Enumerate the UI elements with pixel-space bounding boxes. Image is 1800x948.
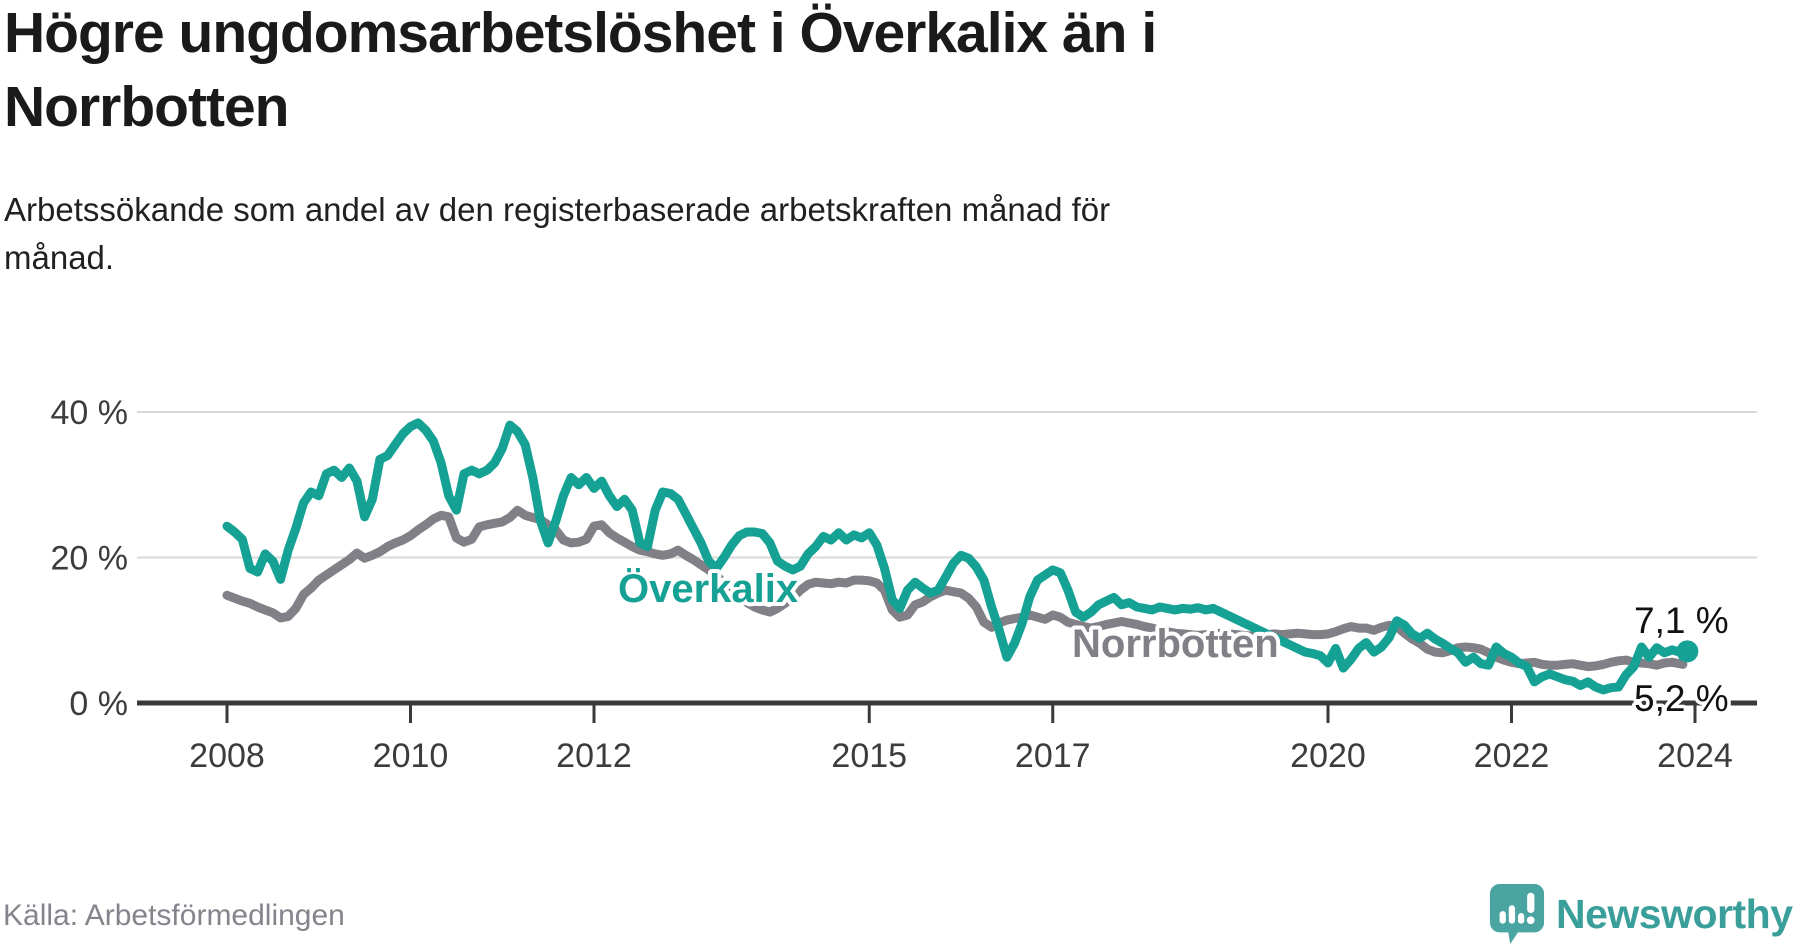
subtitle-line-2: månad. (4, 239, 115, 276)
norrbotten-line (222, 505, 1677, 672)
title-line-2: Norrbotten (4, 75, 289, 139)
series-label-norrbotten: Norrbotten (1072, 622, 1279, 666)
newsworthy-logo-icon (1489, 884, 1545, 944)
y-tick-label-20: 20 % (51, 540, 129, 578)
x-tick-label-2017: 2017 (1015, 737, 1091, 775)
x-tick-label-2020: 2020 (1290, 737, 1366, 775)
x-tick-label-2010: 2010 (373, 737, 449, 775)
norrbotten-line-dashed (1667, 657, 1692, 670)
x-tick-label-2024: 2024 (1657, 737, 1733, 775)
verkalix-line (222, 418, 1677, 695)
unemployment-line-chart: 0 % 20 % 40 % 2008 2010 2012 2015 2017 2020 2022 2… (51, 394, 1757, 775)
subtitle-line-1: Arbetssökande som andel av den registerb… (4, 191, 1111, 228)
x-tick-label-2022: 2022 (1474, 737, 1550, 775)
series-label-verkalix: Överkalix (618, 566, 798, 611)
x-tick-label-2015: 2015 (831, 737, 907, 775)
y-tick-label-0: 0 % (69, 685, 128, 723)
newsworthy-logo: Newsworthy (1488, 882, 1793, 946)
chart-subtitle: Arbetssökande som andel av den registerb… (4, 186, 1110, 282)
title-line-1: Högre ungdomsarbetslöshet i Överkalix än… (4, 1, 1157, 65)
x-tick-label-2012: 2012 (556, 737, 632, 775)
verkalix-end-dot (1676, 640, 1699, 663)
source-note: Källa: Arbetsförmedlingen (3, 899, 345, 932)
end-label-norrbotten: 5,2 % (1634, 678, 1729, 719)
newsworthy-logo-text: Newsworthy (1556, 890, 1793, 937)
end-label-verkalix: 7,1 % (1634, 600, 1729, 641)
page-title: Högre ungdomsarbetslöshet i Överkalix än… (4, 0, 1454, 144)
y-tick-label-40: 40 % (51, 394, 129, 432)
x-tick-label-2008: 2008 (189, 737, 265, 775)
